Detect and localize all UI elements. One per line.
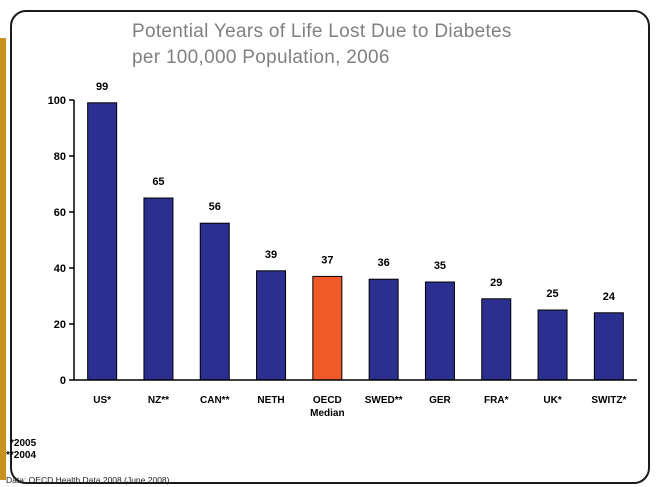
data-label: 29 bbox=[490, 277, 502, 289]
y-tick-label: 100 bbox=[48, 95, 66, 107]
x-tick-label: UK* bbox=[543, 395, 561, 406]
data-label: 25 bbox=[546, 288, 558, 300]
data-label: 99 bbox=[96, 81, 108, 93]
data-label: 24 bbox=[603, 291, 616, 303]
bar bbox=[256, 270, 287, 381]
y-tick-label: 20 bbox=[54, 319, 66, 331]
bar bbox=[537, 309, 568, 381]
data-label: 37 bbox=[321, 254, 333, 266]
source-note: Data: OECD Health Data 2008 (June 2008). bbox=[6, 475, 172, 485]
y-tick-label: 80 bbox=[54, 151, 66, 163]
x-tick-label: FRA* bbox=[484, 395, 509, 406]
bar bbox=[87, 102, 118, 381]
x-tick-label: SWED** bbox=[365, 395, 403, 406]
bar bbox=[199, 222, 230, 381]
chart-title-line-1: Potential Years of Life Lost Due to Diab… bbox=[132, 21, 512, 42]
bar bbox=[593, 312, 624, 381]
x-axis: US* NZ** CAN** NETH OECD Median SWED** GER FRA* U… bbox=[74, 379, 637, 419]
data-label: 36 bbox=[378, 257, 390, 269]
y-tick-label: 60 bbox=[54, 207, 66, 219]
bar bbox=[368, 278, 399, 381]
data-labels: 99 65 56 39 37 36 35 29 25 24 bbox=[96, 81, 616, 303]
data-label: 65 bbox=[152, 176, 164, 188]
bar-highlight bbox=[312, 275, 343, 381]
chart-title-line-2: per 100,000 Population, 2006 bbox=[132, 47, 390, 68]
x-tick-label: NETH bbox=[257, 395, 284, 406]
bar bbox=[481, 298, 512, 381]
x-tick-label: NZ** bbox=[148, 395, 169, 406]
bars bbox=[87, 102, 624, 381]
left-accent-bar bbox=[0, 38, 6, 480]
x-tick-label: US* bbox=[93, 395, 111, 406]
x-tick-label: CAN** bbox=[200, 395, 230, 406]
x-tick-label: OECD bbox=[313, 395, 342, 406]
x-tick-label: GER bbox=[429, 395, 451, 406]
footnote-2004: **2004 bbox=[6, 450, 37, 461]
y-tick-label: 0 bbox=[60, 375, 66, 387]
y-tick-label: 40 bbox=[54, 263, 66, 275]
y-axis: 0 20 40 60 80 100 bbox=[48, 95, 75, 387]
x-tick-label: SWITZ* bbox=[591, 395, 626, 406]
bar bbox=[143, 197, 174, 381]
data-label: 56 bbox=[209, 201, 221, 213]
data-label: 39 bbox=[265, 249, 277, 261]
data-label: 35 bbox=[434, 260, 446, 272]
x-tick-label: Median bbox=[310, 408, 344, 419]
bar bbox=[424, 281, 455, 381]
footnote-2005: *2005 bbox=[10, 438, 37, 449]
